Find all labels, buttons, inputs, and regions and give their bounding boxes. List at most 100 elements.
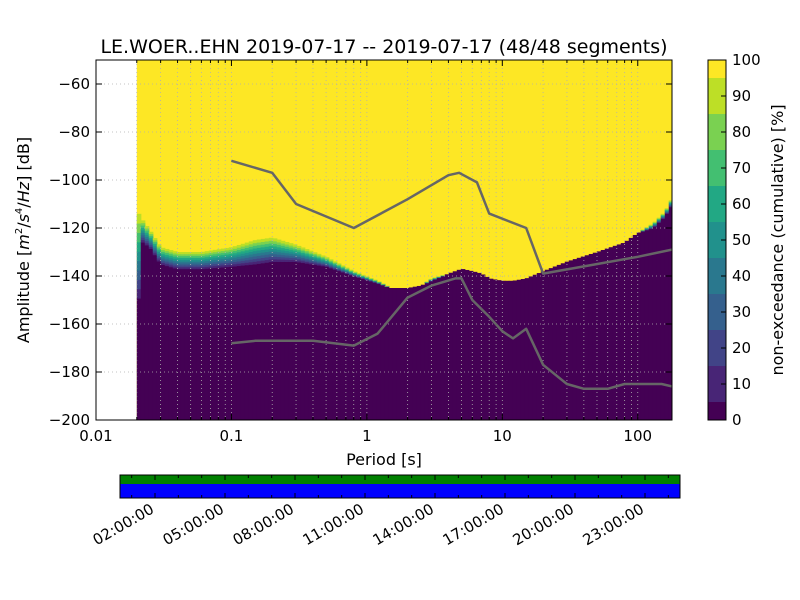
density-column [332, 269, 338, 420]
density-band [240, 253, 246, 257]
density-band [664, 212, 670, 214]
density-band [216, 259, 222, 262]
colorbar-label: non-exceedance (cumulative) [%] [768, 104, 787, 375]
y-tick-label: −160 [49, 315, 90, 333]
density-column [588, 253, 594, 420]
density-column [464, 269, 470, 420]
density-band [360, 276, 366, 277]
density-band [240, 262, 246, 266]
density-band [212, 259, 218, 263]
density-band [656, 220, 662, 222]
density-band [312, 257, 318, 260]
density-band [204, 260, 210, 264]
density-band [376, 281, 382, 283]
density-band [300, 247, 306, 250]
colorbar-segment [708, 366, 726, 402]
colorbar-tick-label: 10 [732, 375, 751, 393]
density-band [164, 254, 170, 257]
density-band [200, 264, 206, 268]
density-band [300, 249, 306, 252]
density-band [660, 217, 666, 219]
density-band [192, 266, 198, 270]
density-band [224, 254, 230, 257]
density-band [136, 279, 142, 290]
density-band [352, 272, 358, 274]
density-band [336, 266, 342, 268]
density-band [316, 261, 322, 264]
density-band [252, 242, 258, 246]
density-band [316, 260, 322, 262]
density-band [256, 258, 262, 262]
density-band [220, 265, 226, 268]
density-band [184, 261, 190, 264]
density-band [256, 239, 262, 243]
density-band [668, 203, 672, 206]
density-band [360, 274, 366, 276]
density-band [232, 263, 238, 267]
density-band [144, 234, 150, 237]
density-band [308, 250, 314, 253]
y-axis: −60 −80 −100 −120 −140 −160 −180 −200 [49, 75, 672, 429]
density-band [236, 247, 242, 250]
density-column [656, 222, 662, 420]
density-column [412, 286, 418, 420]
density-band [216, 257, 222, 260]
density-band [284, 241, 290, 245]
density-band [172, 260, 178, 263]
density-column [188, 268, 194, 420]
density-column [668, 206, 672, 420]
density-column [216, 267, 222, 420]
density-band [288, 245, 294, 248]
density-band [204, 262, 210, 265]
density-band [172, 251, 178, 254]
density-band [652, 225, 658, 227]
colorbar-tick-label: 70 [732, 159, 751, 177]
density-band [352, 273, 358, 275]
density-band [664, 209, 670, 211]
density-column [612, 245, 618, 420]
density-band [668, 203, 672, 205]
density-band [268, 256, 274, 260]
density-column [584, 255, 590, 420]
density-band [184, 253, 190, 257]
density-band [168, 250, 174, 253]
colorbar-tick-label: 100 [732, 51, 761, 69]
density-band [308, 255, 314, 257]
density-column [356, 277, 362, 420]
density-band [212, 249, 218, 253]
x-tick-label: 0.01 [79, 427, 112, 445]
density-band [204, 266, 210, 269]
density-band [324, 265, 330, 268]
density-band [260, 252, 266, 256]
density-band [172, 264, 178, 267]
density-band [136, 241, 142, 252]
density-band [156, 251, 162, 255]
density-band [224, 256, 230, 259]
density-band [212, 253, 218, 257]
density-band [264, 259, 270, 263]
density-band [200, 263, 206, 266]
density-band [432, 277, 438, 279]
coverage-tick-label: 05:00:00 [160, 500, 227, 549]
density-band [204, 254, 210, 258]
density-column [468, 270, 474, 420]
density-band [168, 257, 174, 260]
coverage-tick-label: 20:00:00 [510, 500, 577, 549]
density-band [660, 213, 666, 215]
density-band [216, 251, 222, 254]
density-column [648, 228, 654, 420]
density-band [660, 214, 666, 216]
density-band [176, 257, 182, 260]
density-band [264, 254, 270, 258]
density-column [472, 271, 478, 420]
density-band [296, 254, 302, 258]
density-band [332, 264, 338, 267]
density-band [660, 215, 666, 217]
density-column [224, 266, 230, 420]
density-band [236, 254, 242, 257]
density-band [652, 222, 658, 224]
density-band [324, 264, 330, 266]
density-band [240, 258, 246, 261]
density-band [360, 278, 366, 280]
density-band [140, 230, 146, 233]
